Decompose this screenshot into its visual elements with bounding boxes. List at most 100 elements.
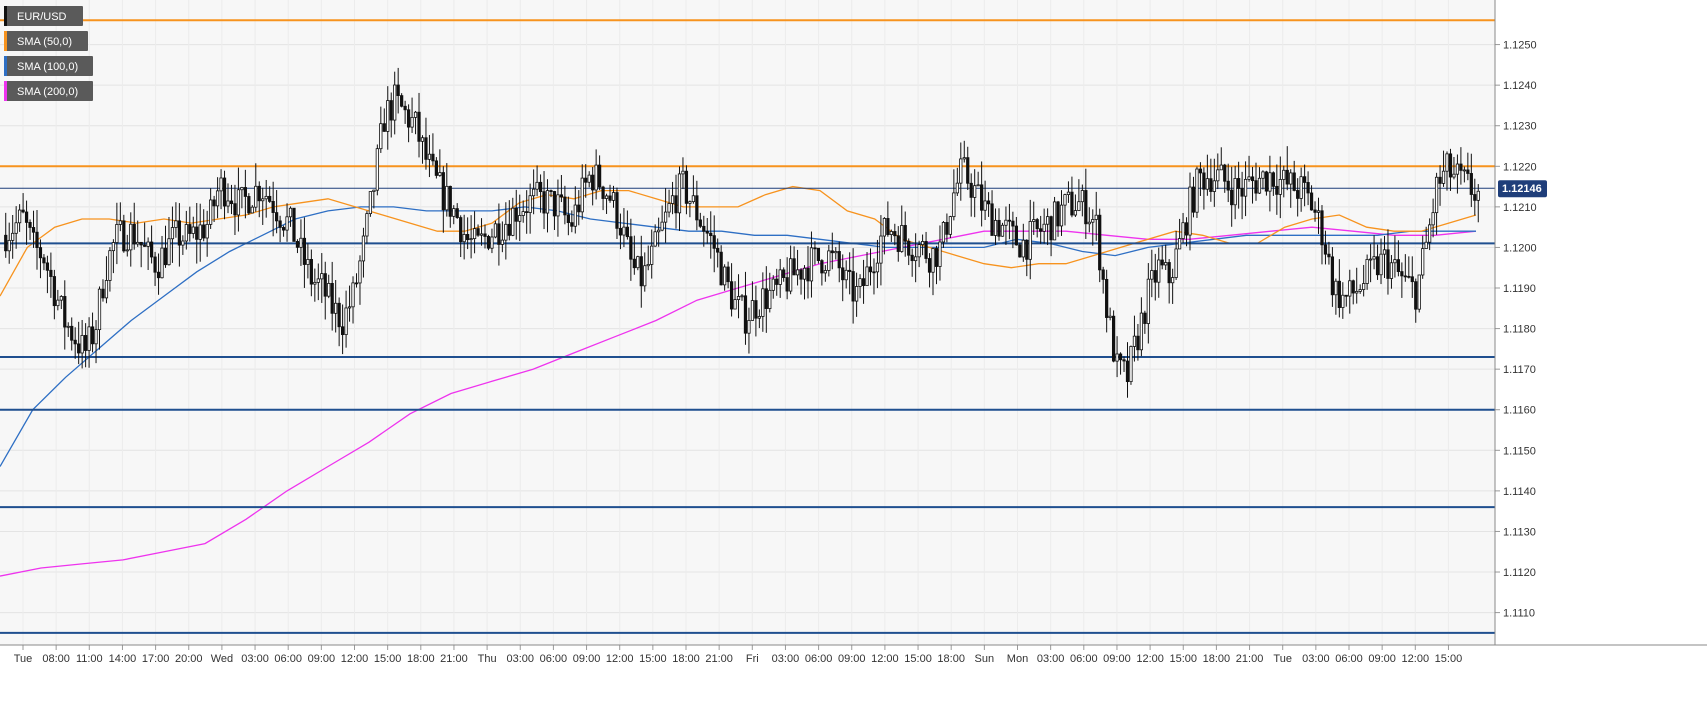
x-tick-label: 09:00 [838,653,866,665]
candle-body [320,273,324,280]
candle-body [1125,360,1130,383]
candle-body [1414,281,1418,310]
candle-body [525,211,529,214]
candle-body [591,174,595,191]
candle-body [882,218,887,237]
candle-body [361,235,366,262]
candle-body [1195,168,1199,213]
x-tick-label: 21:00 [705,653,733,665]
candle-body [382,123,386,132]
candle-body [1073,210,1078,216]
candle-body [1205,178,1209,190]
candle-body [1334,280,1338,296]
candle-body [1292,172,1296,191]
candle-body [59,296,63,301]
legend[interactable]: EUR/USD SMA (50,0) SMA (100,0) SMA (200,0) [4,6,93,101]
candle-body [1428,224,1432,243]
candle-body [1407,275,1411,278]
x-tick-label: 12:00 [1402,653,1430,665]
candle-body [893,231,897,237]
candle-body [608,195,612,201]
candle-body [976,184,980,187]
candle-body [132,223,136,245]
candle-body [170,227,175,240]
candle-body [1059,204,1064,227]
candle-body [1240,188,1244,197]
candle-body [632,258,636,269]
candle-body [1337,280,1341,308]
candle-body [789,258,793,292]
candle-body [639,256,643,287]
candle-body [129,223,133,251]
candle-body [868,266,873,273]
candle-body [615,192,619,229]
candle-body [795,269,800,276]
legend-item[interactable]: EUR/USD [4,6,83,26]
candle-body [677,173,682,214]
candle-body [35,231,39,248]
y-tick-label: 1.1170 [1503,364,1536,376]
legend-item[interactable]: SMA (200,0) [4,81,93,101]
candle-body [743,295,748,334]
y-tick-label: 1.1140 [1503,486,1536,498]
candle-body [188,224,192,234]
candle-body [584,177,588,183]
legend-label: EUR/USD [17,11,67,23]
candle-body [70,325,74,341]
candle-body [472,228,477,240]
candle-body [1080,190,1084,203]
x-tick-label: 06:00 [1335,653,1363,665]
candle-body [823,270,827,274]
legend-swatch [4,31,7,51]
candle-body [1174,248,1178,278]
candle-body [747,320,751,334]
candle-body [1278,179,1282,195]
x-tick-label: 03:00 [772,653,800,665]
candle-body [1261,171,1265,179]
candle-body [275,212,279,222]
x-tick-label: 15:00 [904,653,932,665]
candle-body [650,245,654,265]
candle-body [73,339,77,345]
candle-body [403,105,407,111]
candle-body [1153,270,1157,283]
legend-item[interactable]: SMA (100,0) [4,56,93,76]
legend-bg [4,31,88,51]
candle-body [108,250,112,281]
candle-body [434,160,438,176]
candle-body [674,195,678,214]
candle-body [1285,169,1289,185]
candle-body [948,216,952,235]
candle-body [611,192,616,201]
legend-item[interactable]: SMA (50,0) [4,31,88,51]
candle-body [663,211,668,223]
candle-body [42,257,46,264]
candle-body [1077,201,1081,211]
candle-body [410,116,414,128]
candle-body [757,316,761,319]
candle-body [1476,190,1480,201]
candle-body [1101,269,1105,280]
candle-body [785,277,789,292]
candle-body [952,192,956,218]
y-tick-label: 1.1210 [1503,202,1537,214]
candle-body [368,191,373,215]
y-tick-label: 1.1130 [1503,526,1536,538]
candle-body [580,177,584,213]
candle-body [1052,201,1057,241]
candle-body [455,208,459,218]
candle-body [469,238,473,241]
candle-body [1303,176,1307,183]
candle-body [1046,216,1050,225]
candle-body [56,299,60,307]
candle-body [594,164,598,191]
candle-body [233,203,237,216]
candle-body [202,224,206,239]
candle-body [1216,169,1220,182]
candle-body [309,258,313,285]
candle-body [625,226,630,238]
candle-body [118,220,122,225]
candle-body [386,100,390,132]
candle-body [1139,312,1144,351]
